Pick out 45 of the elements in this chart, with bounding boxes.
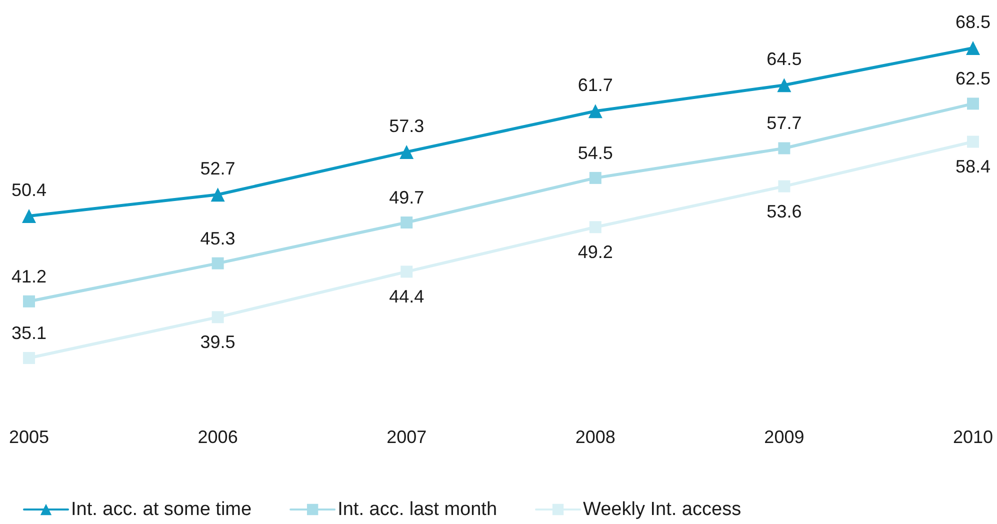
point xyxy=(966,41,980,55)
point xyxy=(210,188,225,202)
data-label: 62.5 xyxy=(955,68,991,89)
point xyxy=(400,216,413,228)
point xyxy=(212,257,224,270)
x-tick-label: 2007 xyxy=(386,427,427,447)
point xyxy=(967,98,979,110)
data-label: 57.3 xyxy=(389,116,424,136)
data-label: 44.4 xyxy=(389,286,424,307)
data-label: 61.7 xyxy=(578,75,613,96)
point xyxy=(967,136,979,148)
data-label: 53.6 xyxy=(766,201,802,222)
point xyxy=(400,144,414,159)
data-label: 39.5 xyxy=(200,332,236,352)
data-label: 52.7 xyxy=(200,158,236,179)
point xyxy=(22,208,36,223)
data-label: 49.7 xyxy=(389,187,424,208)
data-label: 64.5 xyxy=(766,49,802,70)
x-tick-label: 2010 xyxy=(952,427,994,447)
point xyxy=(589,172,602,184)
point xyxy=(23,295,35,308)
x-tick-label: 2009 xyxy=(764,427,804,447)
data-label: 49.2 xyxy=(578,242,613,262)
data-label: 45.3 xyxy=(200,228,236,248)
point xyxy=(589,221,602,234)
point xyxy=(212,311,224,324)
point xyxy=(588,104,602,118)
point xyxy=(23,352,35,364)
x-tick-label: 2006 xyxy=(198,427,238,447)
data-label: 68.5 xyxy=(955,12,991,32)
point xyxy=(777,78,792,92)
legend-label: Int. acc. at some time xyxy=(71,499,252,520)
data-label: 57.7 xyxy=(766,113,802,134)
point xyxy=(778,142,790,154)
data-label: 35.1 xyxy=(11,323,47,343)
legend-label: Weekly Int. access xyxy=(583,499,742,520)
data-label: 54.5 xyxy=(578,142,613,163)
point xyxy=(778,180,790,192)
data-label: 41.2 xyxy=(11,266,47,286)
x-tick-label: 2008 xyxy=(575,427,616,447)
point xyxy=(400,266,413,278)
data-label: 50.4 xyxy=(11,180,47,200)
legend-label: Int. acc. last month xyxy=(338,499,498,520)
x-tick-label: 2005 xyxy=(8,427,50,447)
data-label: 58.4 xyxy=(955,156,991,177)
